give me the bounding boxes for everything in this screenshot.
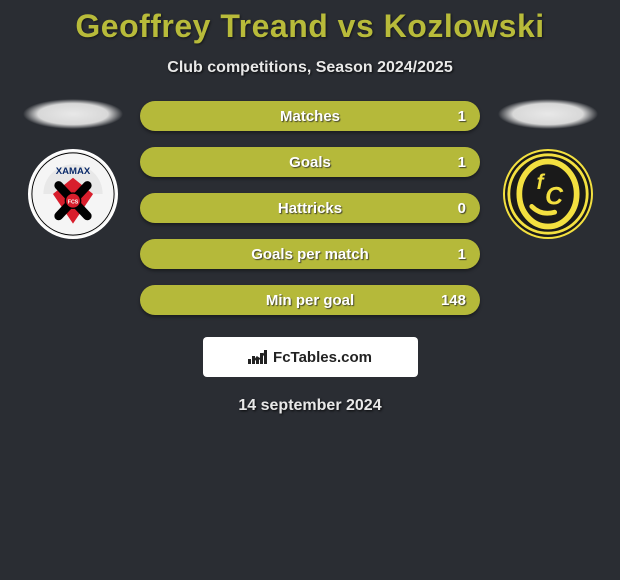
stat-label: Min per goal — [266, 292, 354, 309]
stat-right-value: 1 — [458, 246, 466, 263]
player-left-column: XAMAX FCS — [20, 99, 125, 239]
stat-label: Goals per match — [251, 246, 369, 263]
stat-right-value: 148 — [441, 292, 466, 309]
chart-line-icon — [253, 349, 267, 363]
club-badge-left: XAMAX FCS — [28, 149, 118, 239]
main-row: XAMAX FCS Matches 1 Goals 1 — [0, 99, 620, 315]
player-left-headshot — [23, 99, 123, 129]
stat-row-hattricks: Hattricks 0 — [140, 193, 480, 223]
player-right-column: f C — [495, 99, 600, 239]
stat-label: Goals — [289, 154, 331, 171]
player-right-headshot — [498, 99, 598, 129]
page-title: Geoffrey Treand vs Kozlowski — [0, 8, 620, 45]
svg-text:XAMAX: XAMAX — [55, 166, 90, 177]
svg-text:FCS: FCS — [67, 200, 78, 206]
stat-row-matches: Matches 1 — [140, 101, 480, 131]
stat-row-goals-per-match: Goals per match 1 — [140, 239, 480, 269]
stats-column: Matches 1 Goals 1 Hattricks 0 Goals per … — [140, 99, 480, 315]
stat-row-goals: Goals 1 — [140, 147, 480, 177]
subtitle: Club competitions, Season 2024/2025 — [0, 59, 620, 77]
attribution-box: FcTables.com — [203, 337, 418, 377]
xamax-badge-icon: XAMAX FCS — [30, 149, 116, 239]
stat-label: Hattricks — [278, 200, 342, 217]
stat-right-value: 1 — [458, 108, 466, 125]
stat-row-min-per-goal: Min per goal 148 — [140, 285, 480, 315]
fcs-badge-icon: f C — [505, 149, 591, 239]
attribution-text: FcTables.com — [273, 349, 372, 366]
date-line: 14 september 2024 — [0, 397, 620, 415]
svg-text:C: C — [545, 184, 564, 211]
stat-right-value: 1 — [458, 154, 466, 171]
stat-right-value: 0 — [458, 200, 466, 217]
club-badge-right: f C — [503, 149, 593, 239]
stat-label: Matches — [280, 108, 340, 125]
infographic-container: Geoffrey Treand vs Kozlowski Club compet… — [0, 0, 620, 415]
